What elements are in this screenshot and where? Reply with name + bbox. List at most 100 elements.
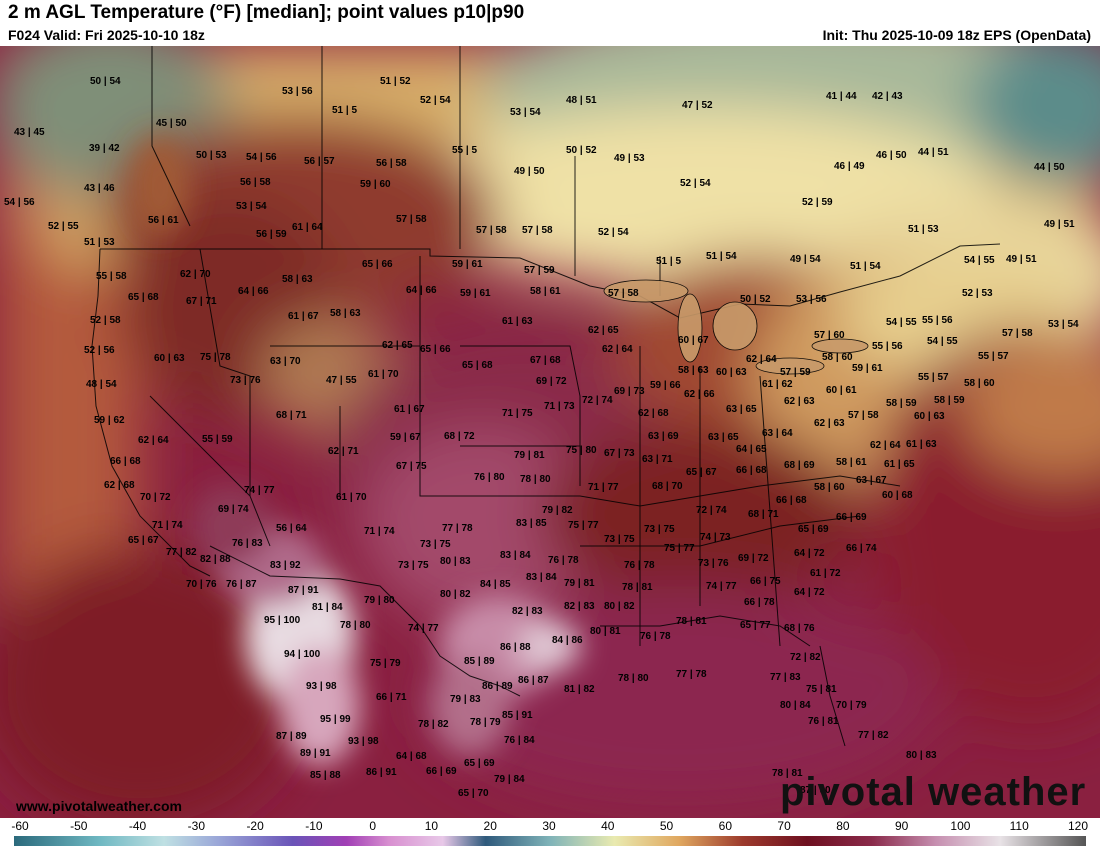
valid-time: F024 Valid: Fri 2025-10-10 18z — [8, 27, 205, 43]
point-value-label: 65 | 68 — [128, 292, 159, 303]
point-value-label: 61 | 70 — [336, 492, 367, 503]
point-value-label: 49 | 53 — [614, 153, 645, 164]
point-value-label: 79 | 80 — [364, 595, 395, 606]
point-value-label: 76 | 78 — [640, 631, 671, 642]
point-value-label: 76 | 78 — [548, 555, 579, 566]
point-value-label: 65 | 67 — [128, 535, 159, 546]
point-value-label: 51 | 52 — [380, 76, 411, 87]
point-value-label: 87 | 90 — [800, 785, 831, 796]
point-value-label: 78 | 80 — [618, 673, 649, 684]
point-value-label: 85 | 89 — [464, 656, 495, 667]
point-value-label: 48 | 51 — [566, 95, 597, 106]
colorbar-tick-label: 10 — [424, 819, 439, 833]
point-value-label: 46 | 50 — [876, 150, 907, 161]
pivotal-weather-logo: pivotal weather — [780, 770, 1087, 814]
point-value-label: 57 | 58 — [522, 225, 553, 236]
point-value-label: 49 | 51 — [1044, 219, 1075, 230]
point-value-label: 53 | 54 — [236, 201, 267, 212]
point-value-label: 62 | 70 — [180, 269, 211, 280]
point-value-label: 61 | 65 — [884, 459, 915, 470]
point-value-label: 61 | 63 — [502, 316, 533, 327]
colorbar-tick-label: 30 — [542, 819, 556, 833]
point-value-label: 80 | 82 — [440, 589, 471, 600]
point-value-label: 50 | 52 — [740, 294, 771, 305]
point-value-label: 57 | 58 — [396, 214, 427, 225]
point-value-label: 79 | 81 — [564, 578, 595, 589]
point-value-label: 75 | 77 — [568, 520, 599, 531]
point-value-label: 57 | 58 — [1002, 328, 1033, 339]
point-value-label: 66 | 68 — [736, 465, 767, 476]
point-value-label: 59 | 62 — [94, 415, 125, 426]
point-value-label: 52 | 59 — [802, 197, 833, 208]
point-value-label: 48 | 54 — [86, 379, 117, 390]
point-value-label: 52 | 53 — [962, 288, 993, 299]
point-value-label: 59 | 66 — [650, 380, 681, 391]
point-value-label: 66 | 69 — [836, 512, 867, 523]
point-value-label: 43 | 45 — [14, 127, 45, 138]
point-value-label: 60 | 63 — [914, 411, 945, 422]
point-value-label: 63 | 70 — [270, 356, 301, 367]
point-value-label: 53 | 54 — [1048, 319, 1079, 330]
point-value-label: 65 | 67 — [686, 467, 717, 478]
point-value-label: 69 | 72 — [536, 376, 567, 387]
point-value-label: 73 | 75 — [604, 534, 635, 545]
colorbar-tick-label: 50 — [659, 819, 674, 833]
point-value-label: 82 | 83 — [512, 606, 543, 617]
point-value-label: 62 | 64 — [870, 440, 901, 451]
colorbar-tick-label: 110 — [1009, 819, 1029, 833]
point-value-label: 50 | 52 — [566, 145, 597, 156]
point-value-label: 62 | 64 — [138, 435, 169, 446]
point-value-label: 71 | 74 — [152, 520, 183, 531]
point-value-label: 73 | 75 — [420, 539, 451, 550]
point-value-label: 51 | 53 — [908, 224, 939, 235]
point-value-label: 57 | 58 — [476, 225, 507, 236]
point-value-label: 85 | 91 — [502, 710, 533, 721]
point-value-label: 83 | 84 — [526, 572, 557, 583]
point-value-label: 79 | 82 — [542, 505, 573, 516]
temperature-map[interactable]: 50 | 54 53 | 56 51 | 52 52 | 54 48 | 51 47 | … — [0, 46, 1100, 818]
point-value-label: 51 | 5 — [332, 105, 358, 116]
point-value-label: 53 | 56 — [796, 294, 827, 305]
point-value-label: 62 | 71 — [328, 446, 359, 457]
point-value-label: 76 | 87 — [226, 579, 257, 590]
point-value-label: 62 | 64 — [602, 344, 633, 355]
point-value-label: 57 | 59 — [524, 265, 555, 276]
point-value-label: 81 | 84 — [312, 602, 343, 613]
point-value-label: 73 | 76 — [230, 375, 261, 386]
point-value-label: 62 | 68 — [104, 480, 135, 491]
point-value-label: 44 | 50 — [1034, 162, 1065, 173]
point-value-label: 76 | 83 — [232, 538, 263, 549]
point-value-label: 86 | 87 — [518, 675, 549, 686]
point-value-label: 69 | 74 — [218, 504, 249, 515]
point-value-label: 86 | 89 — [482, 681, 513, 692]
point-value-label: 80 | 83 — [906, 750, 937, 761]
point-value-label: 50 | 54 — [90, 76, 121, 87]
colorbar-tick-label: 80 — [836, 819, 850, 833]
point-value-label: 58 | 63 — [282, 274, 313, 285]
point-value-label: 65 | 66 — [420, 344, 451, 355]
colorbar — [14, 836, 1086, 846]
point-value-label: 66 | 68 — [776, 495, 807, 506]
point-value-label: 61 | 63 — [906, 439, 937, 450]
point-value-label: 54 | 55 — [964, 255, 995, 266]
point-value-label: 78 | 81 — [772, 768, 803, 779]
point-value-label: 86 | 88 — [500, 642, 531, 653]
point-value-label: 69 | 73 — [614, 386, 645, 397]
point-value-label: 76 | 81 — [808, 716, 839, 727]
point-value-label: 54 | 56 — [246, 152, 277, 163]
point-value-label: 64 | 72 — [794, 587, 825, 598]
point-value-label: 56 | 59 — [256, 229, 287, 240]
point-value-label: 61 | 62 — [762, 379, 793, 390]
point-value-label: 62 | 68 — [638, 408, 669, 419]
point-value-label: 62 | 63 — [814, 418, 845, 429]
point-value-label: 77 | 78 — [676, 669, 707, 680]
point-value-label: 65 | 68 — [462, 360, 493, 371]
point-value-label: 57 | 59 — [780, 367, 811, 378]
point-value-label: 65 | 69 — [464, 758, 495, 769]
point-value-label: 63 | 65 — [708, 432, 739, 443]
point-value-label: 52 | 54 — [420, 95, 451, 106]
point-value-label: 57 | 58 — [608, 288, 639, 299]
point-value-label: 73 | 75 — [644, 524, 675, 535]
point-value-label: 75 | 78 — [200, 352, 231, 363]
point-value-label: 74 | 77 — [244, 485, 275, 496]
